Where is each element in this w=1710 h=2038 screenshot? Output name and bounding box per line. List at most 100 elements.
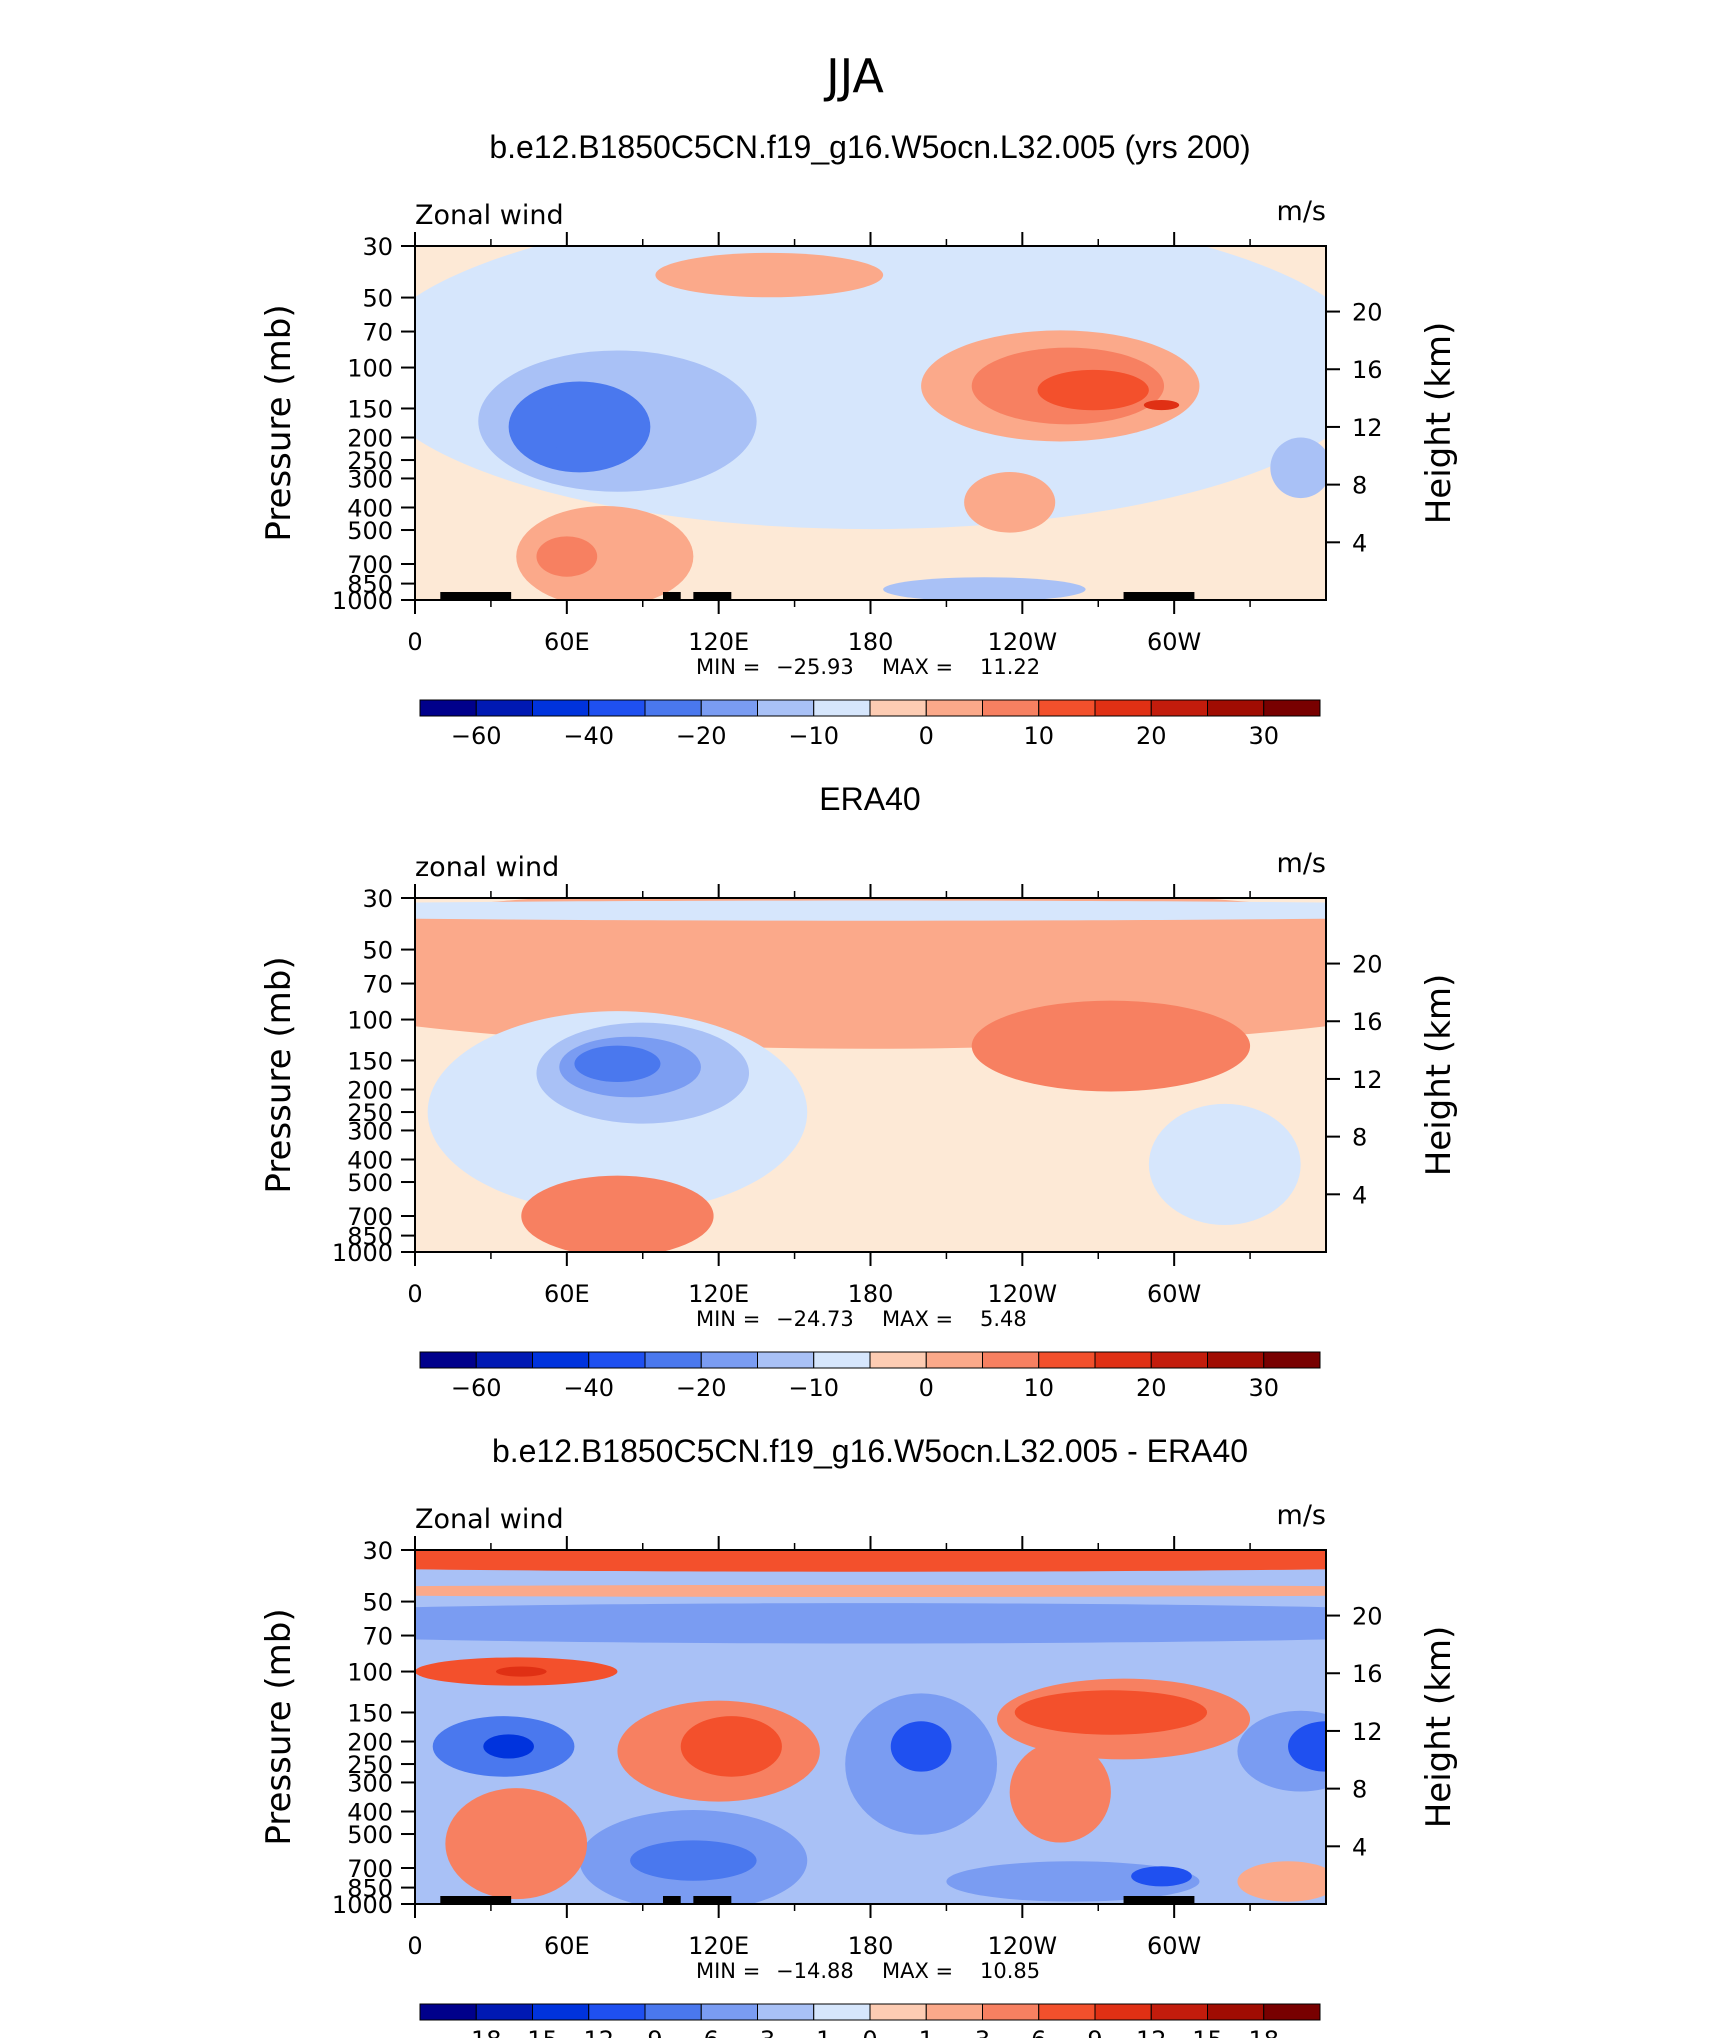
panel-1: b.e12.B1850C5CN.f19_g16.W5ocn.L32.005 (y… — [259, 129, 1459, 750]
x-tick-label: 120E — [688, 1932, 749, 1960]
colorbar-box — [1207, 1351, 1265, 1369]
colorbar-label: −15 — [507, 2026, 558, 2038]
y-tick-label: 300 — [347, 465, 393, 493]
colorbar-box — [1263, 699, 1321, 717]
colorbar-label: 1 — [919, 2026, 934, 2038]
colorbar-box — [757, 699, 815, 717]
colorbar-box — [982, 2003, 1040, 2021]
y-tick-label: 400 — [347, 494, 393, 522]
max-value: 5.48 — [980, 1307, 1027, 1331]
colorbar-label: −60 — [451, 722, 502, 750]
contour-region-13 — [1270, 437, 1326, 499]
colorbar-box — [700, 2003, 758, 2021]
min-label: MIN = — [696, 655, 760, 679]
colorbar-label: 20 — [1136, 722, 1167, 750]
y2-tick-label: 8 — [1352, 1776, 1367, 1804]
colorbar-box — [1094, 699, 1152, 717]
y-tick-label: 50 — [362, 937, 393, 965]
y2-tick-label: 12 — [1352, 1718, 1383, 1746]
y2-tick-label: 8 — [1352, 1124, 1367, 1152]
y-tick-label: 500 — [347, 1169, 393, 1197]
y-tick-label: 150 — [347, 395, 393, 423]
y-tick-label: 300 — [347, 1117, 393, 1145]
x-tick-label: 60W — [1147, 628, 1201, 656]
topography-bar-3 — [662, 592, 681, 600]
colorbar-box — [1094, 2003, 1152, 2021]
colorbar-box — [419, 1351, 477, 1369]
y-tick-label: 1000 — [332, 587, 393, 615]
variable-label: Zonal wind — [415, 200, 564, 231]
y-tick-label: 1000 — [332, 1239, 393, 1267]
units-label: m/s — [1277, 1500, 1326, 1531]
y-tick-label: 300 — [347, 1769, 393, 1797]
contour-region-11 — [890, 1721, 952, 1772]
panel-title: b.e12.B1850C5CN.f19_g16.W5ocn.L32.005 (y… — [489, 129, 1250, 165]
colorbar-box — [1038, 1351, 1096, 1369]
x-tick-label: 60E — [544, 1932, 590, 1960]
contour-region-8 — [1037, 369, 1149, 411]
topography-bar-4 — [693, 592, 732, 600]
y-tick-label: 100 — [347, 355, 393, 383]
max-label: MAX = — [882, 1307, 953, 1331]
contour-region-9 — [680, 1716, 782, 1777]
y2-axis-title: Height (km) — [1419, 1626, 1459, 1829]
x-tick-label: 120E — [688, 1280, 749, 1308]
contour-region-12 — [964, 472, 1056, 533]
y-tick-label: 500 — [347, 517, 393, 545]
colorbar-label: −18 — [451, 2026, 502, 2038]
variable-label: Zonal wind — [415, 1504, 564, 1535]
colorbar-label: −6 — [684, 2026, 719, 2038]
y-tick-label: 850 — [347, 571, 393, 599]
colorbar-label: 30 — [1248, 722, 1279, 750]
colorbar-box — [644, 1351, 702, 1369]
colorbar-box — [588, 1351, 646, 1369]
colorbar-box — [1207, 699, 1265, 717]
y2-tick-label: 20 — [1352, 299, 1383, 327]
contour-region-1 — [415, 1550, 1326, 1572]
colorbar-label: 10 — [1023, 1374, 1054, 1402]
panel-3: b.e12.B1850C5CN.f19_g16.W5ocn.L32.005 - … — [259, 1433, 1459, 2038]
contour-region-2 — [415, 1603, 1326, 1644]
y-tick-label: 70 — [362, 319, 393, 347]
y-tick-label: 700 — [347, 551, 393, 579]
colorbar-box — [925, 2003, 983, 2021]
colorbar: −18 −15 −12 −9 −6 −3 −1 0 1 3 6 9 12 15 18 — [419, 2003, 1321, 2038]
colorbar-box — [700, 1351, 758, 1369]
y-tick-label: 150 — [347, 1047, 393, 1075]
x-tick-label: 60W — [1147, 1280, 1201, 1308]
contour-region-5 — [655, 252, 884, 298]
x-tick-label: 180 — [848, 1932, 894, 1960]
contour-region-3 — [415, 1584, 1326, 1597]
y-tick-label: 100 — [347, 1659, 393, 1687]
y-tick-label: 700 — [347, 1855, 393, 1883]
colorbar-box — [813, 1351, 871, 1369]
y2-tick-label: 4 — [1352, 1181, 1367, 1209]
min-label: MIN = — [696, 1959, 760, 1983]
contour-region-20 — [1131, 1866, 1192, 1887]
colorbar-box — [475, 699, 533, 717]
colorbar-box — [532, 699, 590, 717]
colorbar-box — [982, 1351, 1040, 1369]
y-tick-label: 50 — [362, 285, 393, 313]
y-tick-label: 500 — [347, 1821, 393, 1849]
colorbar-label: −40 — [563, 1374, 614, 1402]
y2-tick-label: 4 — [1352, 1833, 1367, 1861]
colorbar-box — [869, 1351, 927, 1369]
y-tick-label: 30 — [362, 885, 393, 913]
y2-tick-label: 20 — [1352, 951, 1383, 979]
colorbar-label: 30 — [1248, 1374, 1279, 1402]
colorbar-label: 10 — [1023, 722, 1054, 750]
colorbar-label: −20 — [676, 1374, 727, 1402]
topography-bar-2 — [490, 592, 512, 600]
colorbar-box — [588, 699, 646, 717]
colorbar-label: 9 — [1087, 2026, 1102, 2038]
colorbar-box — [588, 2003, 646, 2021]
variable-label: zonal wind — [415, 852, 559, 883]
colorbar-box — [1038, 699, 1096, 717]
colorbar-box — [532, 2003, 590, 2021]
y-tick-label: 200 — [347, 425, 393, 453]
contour-region-14 — [883, 577, 1086, 600]
contour-region-5 — [495, 1666, 547, 1677]
colorbar-box — [757, 2003, 815, 2021]
figure-title: JJA — [823, 49, 884, 103]
